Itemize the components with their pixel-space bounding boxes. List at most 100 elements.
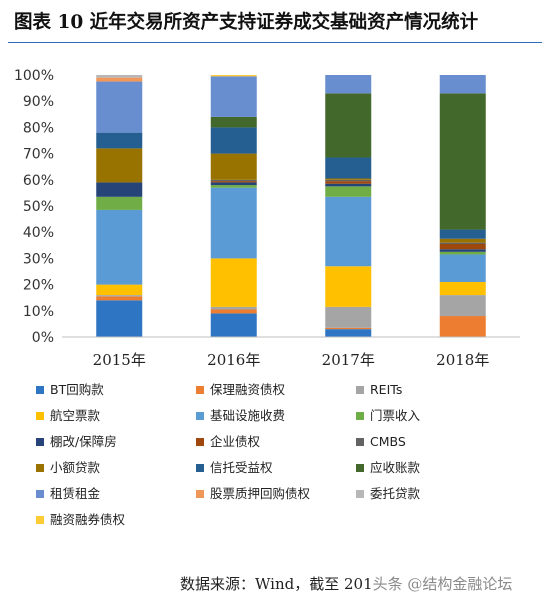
bar-segment <box>325 186 372 197</box>
legend-item: 企业债权 <box>196 432 356 452</box>
legend-swatch <box>196 386 204 394</box>
legend-item: 信托受益权 <box>196 458 356 478</box>
bar-segment <box>210 182 257 186</box>
legend-item: 基础设施收费 <box>196 406 356 426</box>
legend-item: CMBS <box>356 432 516 452</box>
legend-item: 小额贷款 <box>36 458 196 478</box>
legend-swatch <box>196 438 204 446</box>
legend-label: 棚改/保障房 <box>50 434 117 449</box>
bar-segment <box>439 295 486 317</box>
y-tick-label: 20% <box>23 278 54 294</box>
legend-label: BT回购款 <box>50 382 104 397</box>
bar-segment <box>96 296 143 301</box>
bar-segment <box>210 309 257 314</box>
y-tick-label: 40% <box>23 225 54 241</box>
bar-segment <box>210 187 257 259</box>
legend-swatch <box>356 438 364 446</box>
source-text: 数据来源：Wind，截至 201 <box>180 575 373 593</box>
y-tick-label: 90% <box>23 94 54 110</box>
legend-label: 委托贷款 <box>370 486 421 501</box>
legend-swatch <box>36 438 44 446</box>
bar-segment <box>439 93 486 230</box>
legend-item: 股票质押回购债权 <box>196 484 356 504</box>
bar-segment <box>210 76 257 117</box>
chart-legend: BT回购款 保理融资债权 REITs 航空票款 基础设施收费 门票收入棚改/保障房 企业债权… <box>36 380 516 530</box>
legend-label: 企业债权 <box>210 434 261 449</box>
x-category-label: 2018年 <box>436 351 489 369</box>
legend-label: 小额贷款 <box>50 460 101 475</box>
legend-swatch <box>356 464 364 472</box>
bar-segment <box>96 182 143 197</box>
legend-item: 门票收入 <box>356 406 516 426</box>
y-tick-label: 50% <box>23 199 54 215</box>
y-tick-label: 60% <box>23 173 54 189</box>
bar-segment <box>325 306 372 328</box>
legend-swatch <box>356 412 364 420</box>
chart-title: 图表 10 近年交易所资产支持证券成交基础资产情况统计 <box>14 12 479 33</box>
bar-segment <box>439 254 486 282</box>
legend-label: 租赁租金 <box>50 486 101 501</box>
legend-swatch <box>36 516 44 524</box>
bar-segment <box>96 77 143 82</box>
bar-segment <box>439 75 486 94</box>
bar-segment <box>325 93 372 158</box>
legend-swatch <box>196 490 204 498</box>
legend-label: 门票收入 <box>370 408 421 423</box>
legend-swatch <box>36 412 44 420</box>
legend-swatch <box>356 490 364 498</box>
legend-label: 基础设施收费 <box>210 408 286 423</box>
bar-segment <box>96 196 143 210</box>
watermark: 头条 @结构金融论坛 <box>372 575 513 593</box>
legend-item: 应收账款 <box>356 458 516 478</box>
y-tick-label: 30% <box>23 251 54 267</box>
bar-segment <box>439 249 486 252</box>
y-tick-label: 10% <box>23 304 54 320</box>
legend-item: 航空票款 <box>36 406 196 426</box>
bar-segment <box>439 229 486 239</box>
x-category-label: 2016年 <box>207 351 260 369</box>
legend-item: BT回购款 <box>36 380 196 400</box>
bar-segment <box>210 313 257 337</box>
title-divider <box>8 42 542 43</box>
bar-segment <box>325 183 372 187</box>
bar-segment <box>96 284 143 296</box>
legend-item: 融资融券债权 <box>36 510 196 530</box>
bar-segment <box>325 178 372 180</box>
legend-item: 委托贷款 <box>356 484 516 504</box>
bar-segment <box>325 266 372 307</box>
y-tick-label: 100% <box>14 68 54 84</box>
bar-segment <box>210 127 257 154</box>
stacked-bar-chart: 0% 10% 20% 30% 40% 50% 60% 70% 80% 90% 100% 2015年 20… <box>14 68 520 369</box>
bar-segment <box>210 185 257 188</box>
bar-segment <box>96 81 143 133</box>
bar-segment <box>325 179 372 182</box>
bar-segment <box>439 242 486 244</box>
bar-segment <box>325 181 372 184</box>
bar-segment <box>96 209 143 285</box>
bar-segment <box>210 179 257 182</box>
x-category-label: 2017年 <box>322 351 375 369</box>
legend-label: 股票质押回购债权 <box>210 486 311 501</box>
y-tick-label: 70% <box>23 147 54 163</box>
bar-segment <box>96 148 143 183</box>
bar-segment <box>210 153 257 180</box>
legend-item: 棚改/保障房 <box>36 432 196 452</box>
bar-segment <box>210 75 257 77</box>
bar-segment <box>96 132 143 149</box>
bar-segment <box>325 196 372 267</box>
legend-item: REITs <box>356 380 516 400</box>
bar-segment <box>210 258 257 307</box>
legend-label: 应收账款 <box>370 460 421 475</box>
bar-segment <box>96 295 143 297</box>
bar-segment <box>439 243 486 250</box>
bar-segment <box>439 281 486 296</box>
legend-swatch <box>196 464 204 472</box>
bar-segment <box>210 306 257 310</box>
source-note: 数据来源：Wind，截至 201头条 @结构金融论坛 <box>180 572 540 596</box>
legend-item: 保理融资债权 <box>196 380 356 400</box>
legend-swatch <box>196 412 204 420</box>
bar-segment <box>210 181 257 183</box>
bar-segment <box>96 300 143 337</box>
y-tick-label: 80% <box>23 120 54 136</box>
legend-label: REITs <box>370 382 403 397</box>
